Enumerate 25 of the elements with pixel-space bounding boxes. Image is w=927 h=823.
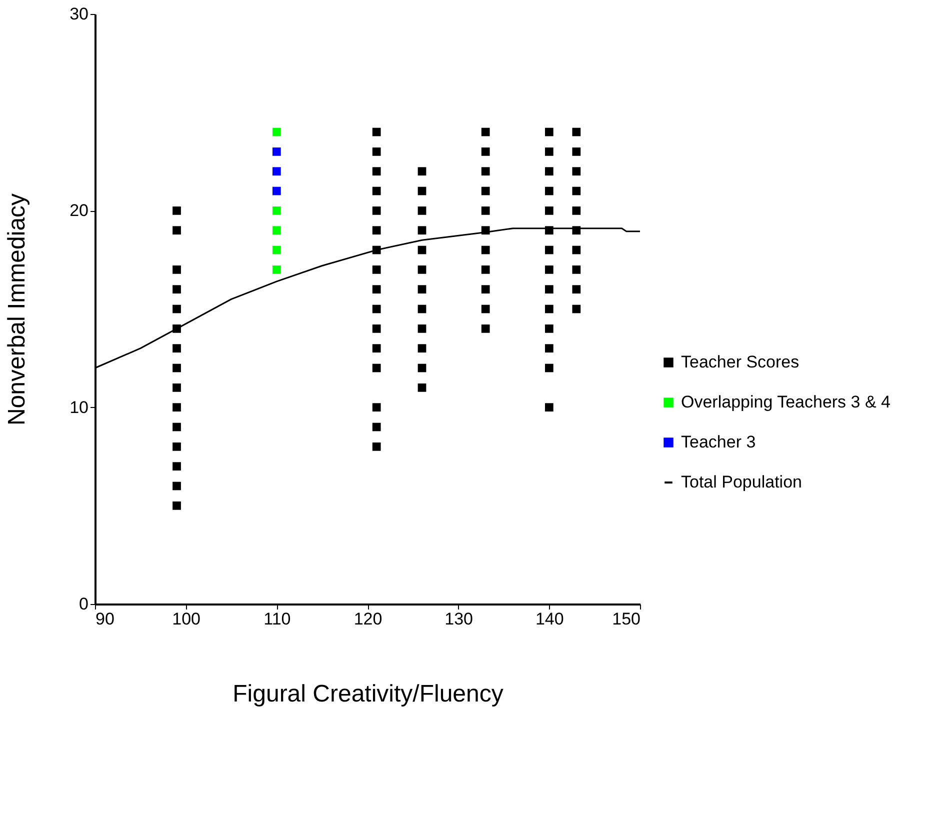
point <box>272 246 281 254</box>
point <box>272 265 281 274</box>
x-tick-label: 130 <box>444 610 474 628</box>
legend-label: Overlapping Teachers 3 & 4 <box>681 392 890 412</box>
y-tick-label: 0 <box>79 594 88 614</box>
y-tick-label: 20 <box>70 201 88 220</box>
point <box>272 226 281 235</box>
x-tick-label: 120 <box>354 610 382 628</box>
x-tick-label: 90 <box>96 610 114 628</box>
x-tick-label: 110 <box>264 610 291 628</box>
point <box>272 186 281 196</box>
point <box>272 167 281 176</box>
y-tick-label: 30 <box>70 4 88 24</box>
legend-label: Total Population <box>681 472 802 492</box>
y-tick-label: 10 <box>70 398 88 417</box>
point <box>272 147 281 156</box>
legend-label: Teacher 3 <box>681 432 756 452</box>
point <box>272 128 281 136</box>
y-axis-title: Nonverbal Immediacy <box>4 193 31 426</box>
x-tick-label: 100 <box>172 610 201 628</box>
x-axis-title: Figural Creativity/Fluency <box>232 680 504 708</box>
legend-label: Teacher Scores <box>681 352 800 372</box>
x-tick-label: 140 <box>535 610 564 628</box>
point <box>272 206 281 215</box>
x-tick-label: 150 <box>612 610 640 628</box>
